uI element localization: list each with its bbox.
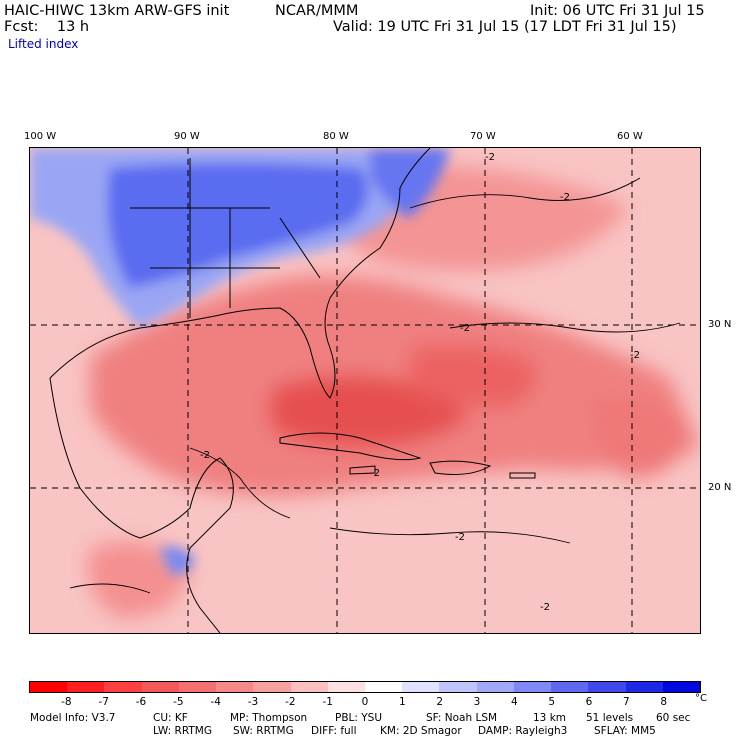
colorbar-tick-label: -7 [98,696,109,708]
colorbar-tick-label: 3 [473,696,481,708]
contour-label: -2 [460,323,470,334]
colorbar-swatch [513,682,552,692]
colorbar-tick-label: 0 [361,696,369,708]
colorbar-tick-label: 5 [548,696,555,708]
diff-scheme: DIFF: full [311,725,357,737]
contour-label: -2 [370,468,380,479]
model-title: HAIC-HIWC 13km ARW-GFS init [4,3,230,19]
colorbar-tick-label: 1 [398,696,406,708]
colorbar-tick-label: 8 [660,696,667,708]
graticule [30,148,700,633]
km-scheme: KM: 2D Smagor [380,725,462,737]
puerto-rico [509,472,536,479]
init-time: Init: 06 UTC Fri 31 Jul 15 [530,3,705,19]
colorbar-tick-label: -4 [210,696,221,708]
colorbar-tick-label: -8 [61,696,72,708]
colorbar-swatch [290,682,328,692]
grid-spacing: 13 km [533,712,567,724]
time-step: 60 sec [656,712,691,724]
colorbar-swatch [402,682,440,692]
lat-label: 30 N [708,319,732,330]
damp-scheme: DAMP: Rayleigh3 [478,725,568,737]
cu-scheme: CU: KF [153,712,188,724]
vertical-levels: 51 levels [586,712,634,724]
colorbar-tick-label: -1 [322,696,333,708]
mp-scheme: MP: Thompson [230,712,308,724]
contour-label: -2 [540,602,550,613]
contour-label: -2 [200,450,210,461]
contour-label: -2 [630,350,640,361]
lifted-index-map: -2 -2 -2 -2 -2 -2 -2 -2 [29,147,701,634]
blue-region [370,148,450,218]
colorbar-swatch [439,682,477,692]
forecast-hour: Fcst: 13 h [4,19,90,35]
colorbar-swatch [30,682,68,692]
colorbar-swatch [141,682,179,692]
lon-label: 60 W [617,131,643,142]
lon-label: 70 W [470,131,496,142]
contour-label: -2 [560,192,570,203]
contour-line [329,527,571,544]
mid-red-region [590,396,690,478]
pbl-scheme: PBL: YSU [335,712,383,724]
lon-label: 90 W [174,131,200,142]
contour-label: -2 [485,152,495,163]
colorbar-tick-label: -5 [173,696,184,708]
contour-line [69,583,151,594]
mid-red-region [88,541,190,618]
cuba [279,432,422,461]
colorbar-swatch [104,682,142,692]
contour-line [189,447,291,519]
contours [69,177,681,594]
colorbar-swatch [364,682,403,692]
sw-scheme: SW: RRTMG [233,725,294,737]
deep-red-region [270,374,470,448]
colorbar-swatch [662,682,700,692]
valid-time: Valid: 19 UTC Fri 31 Jul 15 (17 LDT Fri … [333,19,677,35]
colorbar-tick-label: 2 [436,696,443,708]
colorbar-tick-label: -3 [247,696,259,708]
colorbar-swatch [178,682,217,692]
colorbar-tick-label: 4 [510,696,518,708]
colorbar-unit: °C [695,693,707,704]
colorbar-tick-label: -6 [135,696,147,708]
contour-label-group: -2 -2 -2 -2 -2 -2 -2 -2 [200,152,640,613]
sflay-scheme: SFLAY: MM5 [594,725,656,737]
colorbar-tick-label: 6 [585,696,593,708]
colorbar [29,681,701,693]
colorbar-tick-label: 7 [622,696,630,708]
lon-label: 100 W [24,131,57,142]
field-name: Lifted index [8,37,79,51]
jamaica [349,465,376,475]
map-canvas: -2 -2 -2 -2 -2 -2 -2 -2 [30,148,700,633]
model-info: Model Info: V3.7 [30,712,116,724]
hispaniola [429,460,492,475]
contour-line [409,177,641,209]
colorbar-swatch [67,682,105,692]
colorbar-swatch [253,682,291,692]
colorbar-swatch [588,682,626,692]
contour-line [449,322,681,333]
colorbar-swatch [551,682,589,692]
lat-label: 20 N [708,482,732,493]
sf-scheme: SF: Noah LSM [426,712,498,724]
colorbar-swatch [625,682,663,692]
org-label: NCAR/MMM [275,3,359,19]
colorbar-swatch [216,682,254,692]
gulf-coast [49,148,431,399]
deep-red-region [410,344,537,408]
coastlines [49,148,536,633]
colorbar-swatch [327,682,365,692]
colorbar-swatch [476,682,514,692]
lon-label: 80 W [323,131,349,142]
contour-label: -2 [455,532,465,543]
state-borders [130,158,321,318]
lw-scheme: LW: RRTMG [153,725,212,737]
blue-region [107,163,368,288]
colorbar-tick-label: -2 [285,696,296,708]
